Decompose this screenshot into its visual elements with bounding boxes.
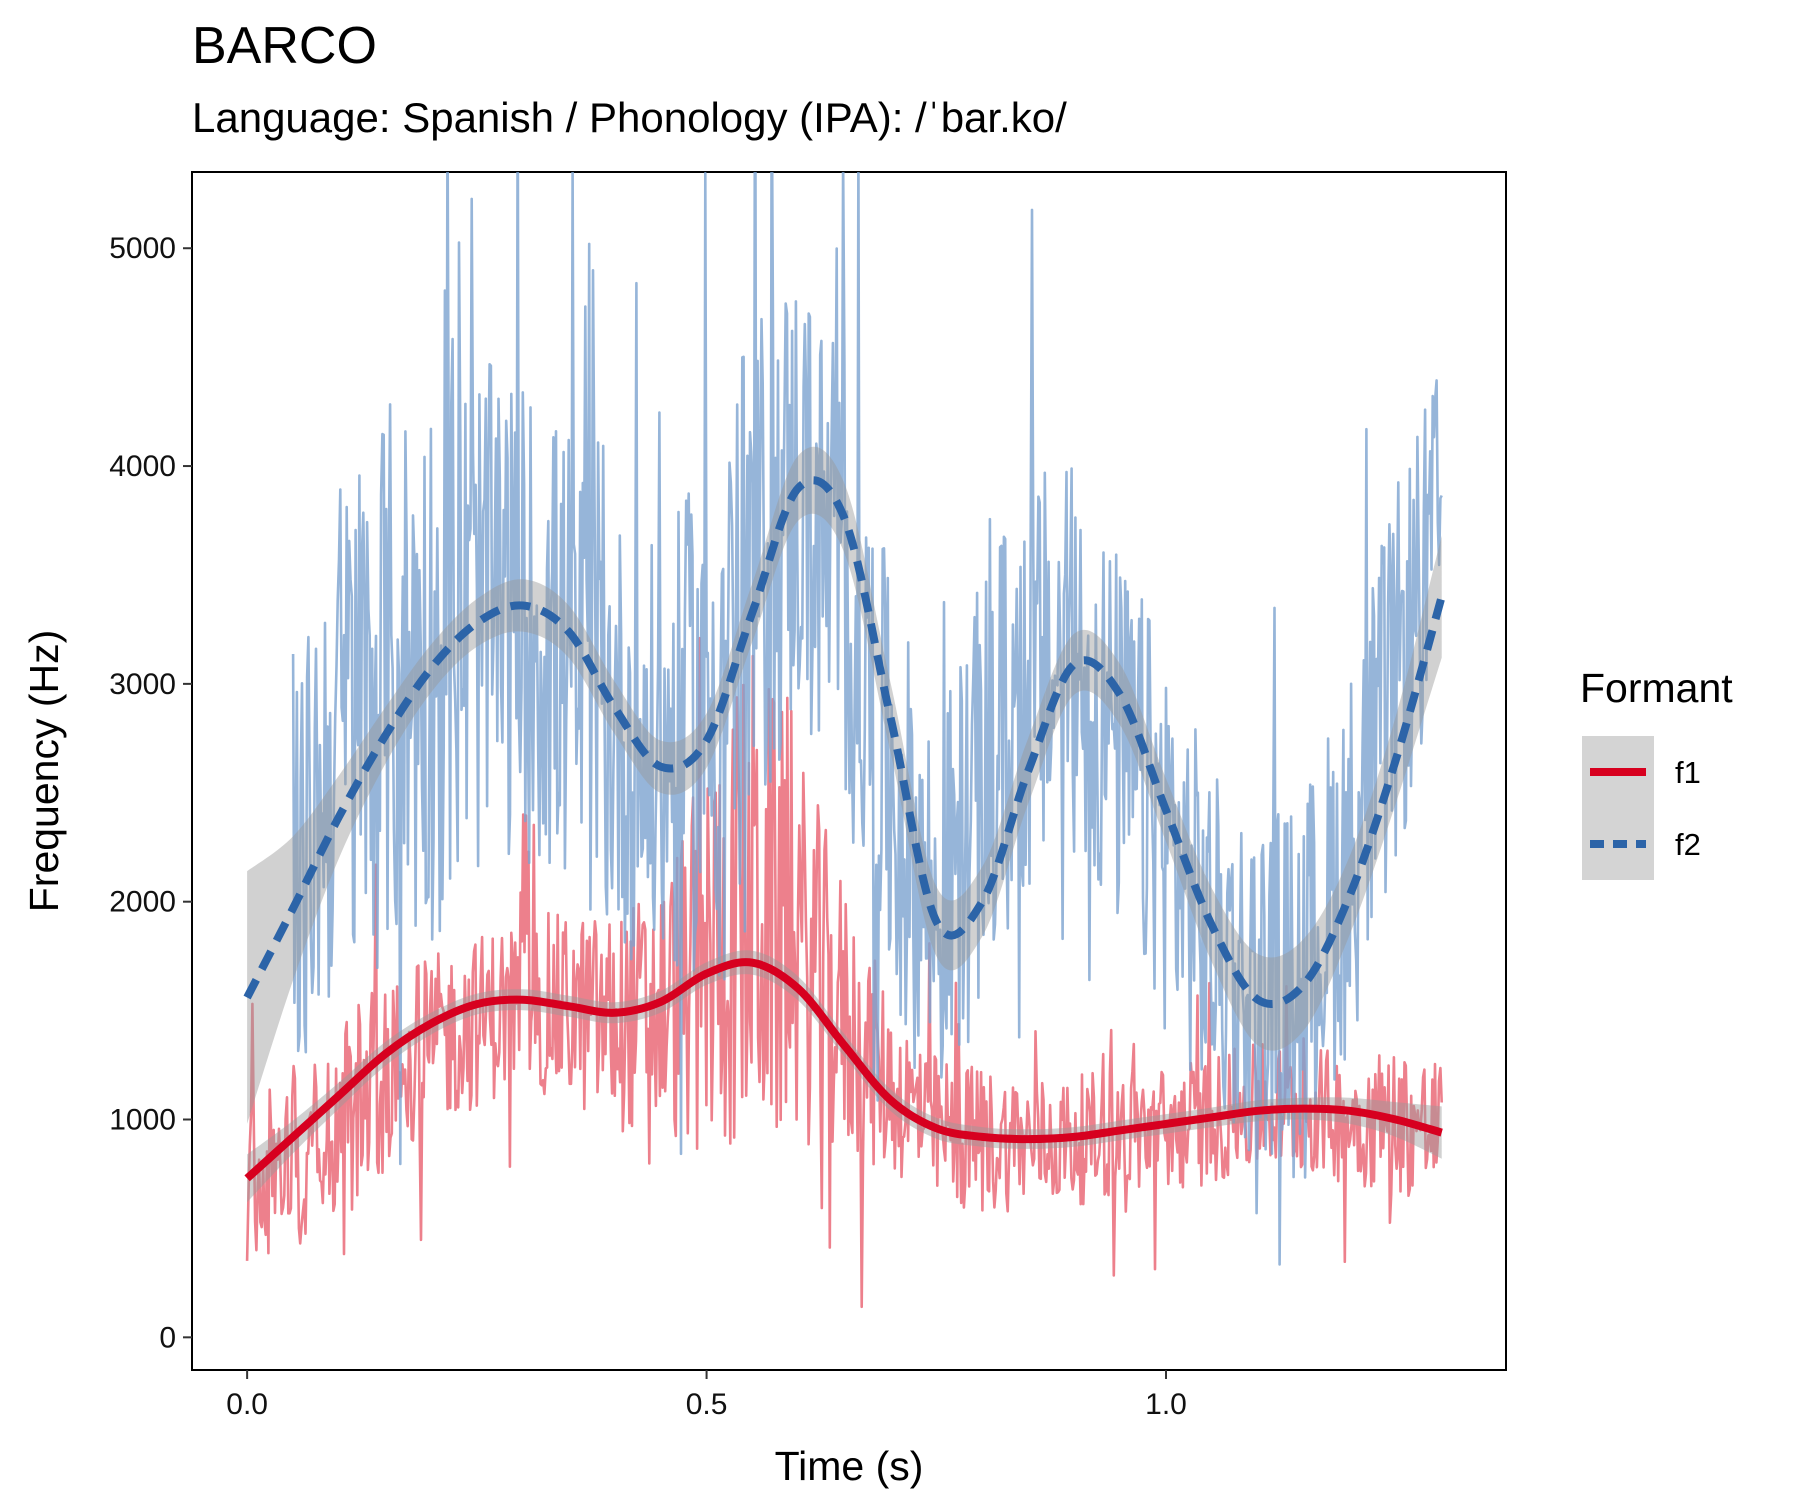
axes-layer: 0 1000 2000 3000 4000 5000 0.0 0.5 1.0 — [109, 232, 1187, 1421]
legend: Formant f1 f2 — [1580, 665, 1733, 880]
legend-title: Formant — [1580, 665, 1733, 711]
x-tick-label: 1.0 — [1145, 1388, 1187, 1421]
x-tick-label: 0.0 — [226, 1388, 268, 1421]
legend-label-f1: f1 — [1675, 755, 1701, 790]
y-tick-label: 5000 — [109, 232, 176, 265]
smooth-line-f2 — [243, 476, 1446, 1008]
y-tick-label: 1000 — [109, 1104, 176, 1137]
x-axis-title: Time (s) — [775, 1443, 924, 1489]
y-tick-label: 3000 — [109, 668, 176, 701]
y-tick-label: 0 — [159, 1321, 176, 1354]
y-axis-title: Frequency (Hz) — [21, 630, 67, 913]
chart-title: BARCO — [192, 17, 377, 75]
x-tick-label: 0.5 — [686, 1388, 728, 1421]
legend-label-f2: f2 — [1675, 827, 1701, 862]
raw-trace-f2 — [291, 172, 1443, 1266]
chart-subtitle: Language: Spanish / Phonology (IPA): /ˈb… — [192, 94, 1067, 141]
smooth-layer — [243, 476, 1446, 1182]
smooth-line-f1 — [244, 958, 1443, 1182]
y-tick-label: 4000 — [109, 450, 176, 483]
y-tick-label: 2000 — [109, 886, 176, 919]
